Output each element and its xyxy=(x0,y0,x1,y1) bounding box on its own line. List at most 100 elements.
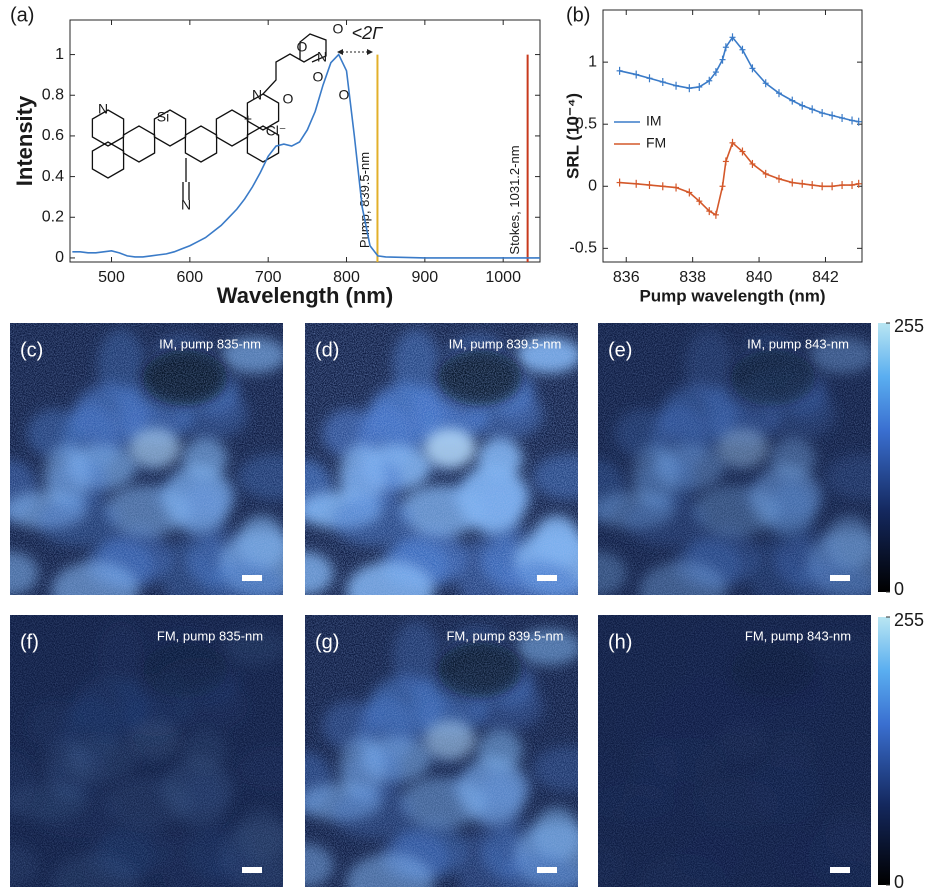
data-point xyxy=(616,66,623,75)
data-point xyxy=(686,188,693,197)
y-tick-label: 1 xyxy=(55,46,64,63)
ring xyxy=(246,125,280,163)
panel-label: (d) xyxy=(315,339,339,361)
noise xyxy=(10,615,283,887)
noise xyxy=(598,323,871,595)
panel-label: (c) xyxy=(20,339,43,361)
data-point xyxy=(722,157,729,166)
x-tick-label: 1000 xyxy=(485,269,521,286)
data-point xyxy=(739,45,746,54)
y-tick-label: 0 xyxy=(588,177,597,194)
bond xyxy=(182,33,327,200)
micrograph xyxy=(10,323,283,595)
micrograph xyxy=(10,615,283,887)
marker-label: Stokes, 1031.2-nm xyxy=(507,145,522,254)
data-point xyxy=(633,179,640,188)
data-point xyxy=(696,197,703,206)
x-tick-label: 840 xyxy=(746,269,773,286)
data-point xyxy=(839,114,846,122)
atom-label: O xyxy=(313,69,324,85)
x-axis-title: Wavelength (nm) xyxy=(217,283,393,308)
noise xyxy=(305,323,578,595)
data-point xyxy=(829,111,836,120)
image-caption: IM, pump 835-nm xyxy=(159,336,261,351)
image-caption: IM, pump 839.5-nm xyxy=(449,336,562,351)
data-point xyxy=(729,33,736,42)
y-tick-label: 0.6 xyxy=(42,127,64,144)
noise xyxy=(305,615,578,887)
panel-label: (g) xyxy=(315,631,339,653)
ring xyxy=(91,141,125,179)
annotation: <2Γ xyxy=(352,23,384,43)
colorbar-tick-label: 0 xyxy=(894,872,904,892)
image-caption: IM, pump 843-nm xyxy=(747,336,849,351)
x-tick-label: 500 xyxy=(98,269,125,286)
legend-label: FM xyxy=(646,135,666,151)
y-tick-label: 0.5 xyxy=(575,115,597,132)
data-point xyxy=(719,55,726,64)
molecule xyxy=(91,33,327,200)
data-line xyxy=(619,35,859,123)
atom-label: O xyxy=(283,91,294,107)
ring xyxy=(153,109,187,147)
atom-label: O xyxy=(297,39,308,55)
data-point xyxy=(789,96,796,105)
scale-bar xyxy=(242,575,262,581)
scale-bar xyxy=(830,867,850,873)
data-point xyxy=(659,78,666,86)
colorbar-tick-label: 0 xyxy=(894,579,904,599)
micrograph xyxy=(598,323,871,595)
atom-label: N xyxy=(252,87,262,103)
panel-label: (h) xyxy=(608,631,632,653)
legend-label: IM xyxy=(646,113,662,129)
data-point xyxy=(706,76,713,85)
data-point xyxy=(809,181,816,190)
y-axis-title: Intensity xyxy=(12,95,37,186)
x-tick-label: 836 xyxy=(613,269,640,286)
atom-label: Si xyxy=(157,109,169,125)
atom-label: O xyxy=(339,87,350,103)
y-tick-label: 0 xyxy=(55,249,64,266)
ring xyxy=(246,93,280,131)
colorbar-tick-label: 255 xyxy=(894,610,924,630)
scale-bar xyxy=(537,575,557,581)
data-point xyxy=(712,210,719,219)
x-tick-label: 600 xyxy=(176,269,203,286)
y-tick-label: -0.5 xyxy=(569,240,597,257)
data-point xyxy=(849,116,856,125)
data-point xyxy=(819,109,826,118)
panel-label: (f) xyxy=(20,631,39,653)
x-tick-label: 800 xyxy=(333,269,360,286)
x-tick-label: 842 xyxy=(812,269,839,286)
data-point xyxy=(799,179,806,188)
data-point xyxy=(739,147,746,156)
marker-label: Pump, 839.5-nm xyxy=(357,152,372,248)
y-tick-label: 0.4 xyxy=(42,168,64,185)
data-point xyxy=(616,178,623,187)
data-point xyxy=(819,182,826,191)
scale-bar xyxy=(537,867,557,873)
data-point xyxy=(659,182,666,191)
data-point xyxy=(696,82,703,91)
data-point xyxy=(646,74,653,83)
data-point xyxy=(809,105,816,114)
data-point xyxy=(799,101,806,110)
noise xyxy=(598,615,871,887)
data-line xyxy=(619,141,859,217)
colorbar-tick-label: 255 xyxy=(894,316,924,336)
micrograph xyxy=(305,323,578,595)
ring xyxy=(184,125,218,163)
data-point xyxy=(712,68,719,77)
data-point xyxy=(789,178,796,187)
data-point xyxy=(775,89,782,98)
atom-label: O xyxy=(333,21,344,37)
ring xyxy=(91,109,125,147)
image-caption: FM, pump 839.5-nm xyxy=(446,628,563,643)
data-point xyxy=(706,207,713,216)
data-point xyxy=(673,81,680,90)
data-point xyxy=(646,181,653,190)
x-tick-label: 838 xyxy=(679,269,706,286)
data-point xyxy=(749,64,756,73)
scale-bar xyxy=(830,575,850,581)
